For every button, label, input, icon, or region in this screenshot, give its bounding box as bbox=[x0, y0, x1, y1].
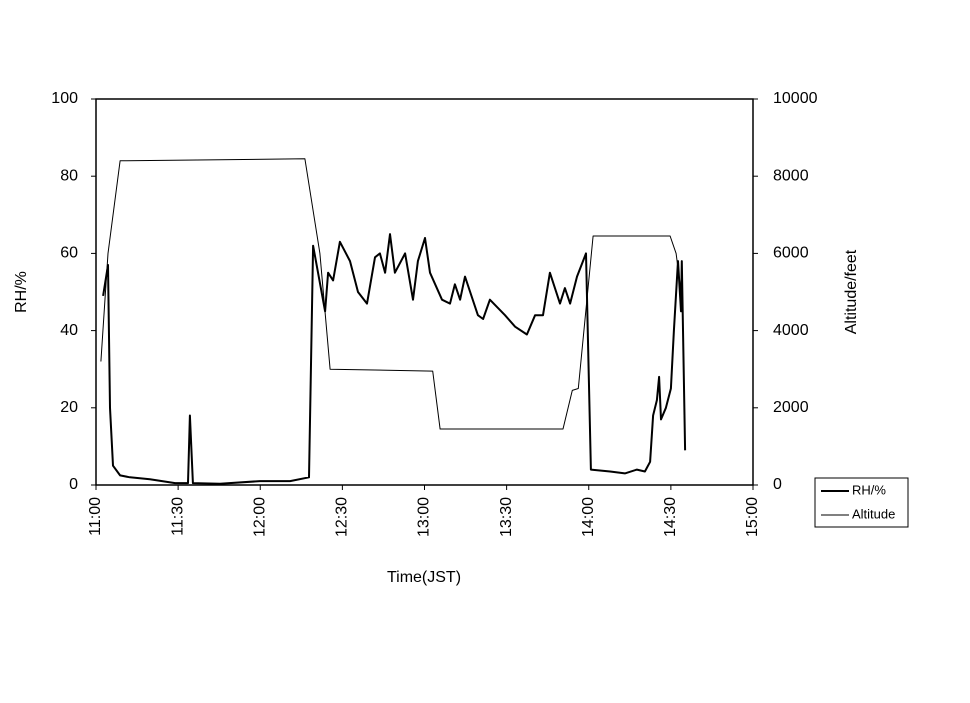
x-tick-label: 12:30 bbox=[334, 497, 351, 537]
y-tick-label: 0 bbox=[69, 476, 78, 493]
x-tick-label: 13:00 bbox=[416, 497, 433, 537]
y-tick-label: 80 bbox=[60, 167, 78, 184]
y2-tick-label: 2000 bbox=[773, 399, 809, 416]
y2-tick-label: 10000 bbox=[773, 90, 818, 107]
x-tick-label: 11:30 bbox=[169, 497, 186, 536]
y2-tick-label: 0 bbox=[773, 476, 782, 493]
x-tick-label: 11:00 bbox=[87, 497, 104, 536]
y2-tick-label: 8000 bbox=[773, 167, 809, 184]
x-tick-label: 14:30 bbox=[662, 497, 679, 537]
y2-tick-label: 4000 bbox=[773, 322, 809, 339]
x-tick-label: 15:00 bbox=[744, 497, 761, 537]
y2-tick-label: 6000 bbox=[773, 245, 809, 262]
y-tick-label: 20 bbox=[60, 399, 78, 416]
y-tick-label: 60 bbox=[60, 245, 78, 262]
legend-label: RH/% bbox=[852, 482, 886, 497]
legend-label: Altitude bbox=[852, 506, 895, 521]
x-axis-title: Time(JST) bbox=[387, 569, 461, 586]
y2-axis-title: Altitude/feet bbox=[843, 249, 860, 334]
y-tick-label: 100 bbox=[51, 90, 78, 107]
x-tick-label: 12:00 bbox=[251, 497, 268, 537]
y-axis-title: RH/% bbox=[13, 271, 30, 313]
plot-frame bbox=[95, 98, 754, 486]
series-line bbox=[100, 158, 683, 430]
legend-box bbox=[814, 477, 909, 528]
series-line bbox=[102, 233, 687, 485]
x-tick-label: 13:30 bbox=[498, 497, 515, 537]
y-tick-label: 40 bbox=[60, 322, 78, 339]
x-tick-label: 14:00 bbox=[580, 497, 597, 537]
